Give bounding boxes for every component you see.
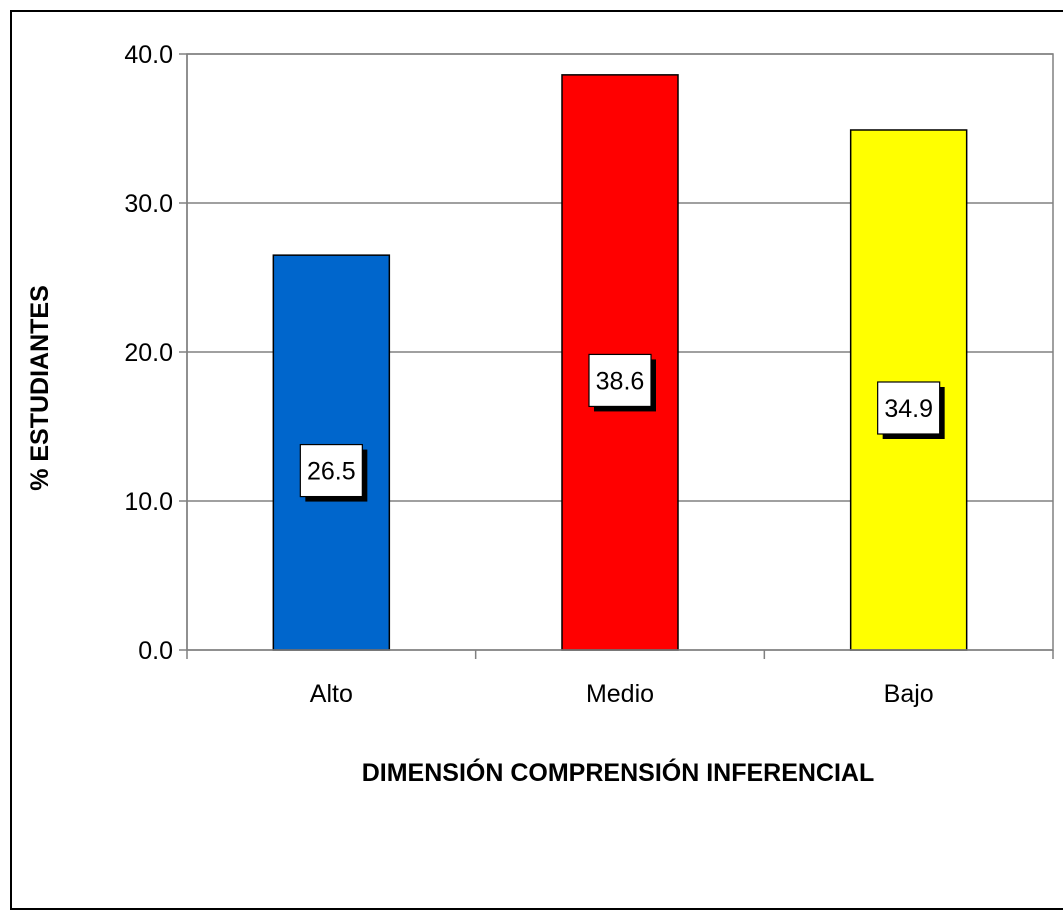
y-tick-label: 20.0 [124,339,173,367]
data-label-box [877,381,941,435]
bar-chart: 0.0 10.0 20.0 30.0 40.0 Alto Medio Bajo 26.5 38… [26,41,1054,787]
y-axis-label: % ESTUDIANTES [26,285,54,491]
y-tick-label: 10.0 [124,488,173,516]
y-tick-label: 30.0 [124,190,173,218]
data-label: 34.9 [884,395,933,423]
axes [179,53,1054,659]
x-tick-label: Medio [586,680,654,708]
y-tick-labels: 0.0 10.0 20.0 30.0 40.0 [124,41,173,665]
x-tick-label: Alto [310,680,353,708]
x-tick-label: Bajo [884,680,934,708]
y-tick-label: 40.0 [124,41,173,69]
x-axis-label: DIMENSIÓN COMPRENSIÓN INFERENCIAL [362,757,875,787]
data-labels: 26.5 38.6 34.9 [299,353,945,502]
bars [272,74,968,651]
x-tick-labels: Alto Medio Bajo [310,680,934,708]
data-label: 38.6 [596,367,645,395]
data-label-box [588,353,652,408]
y-tick-label: 0.0 [138,637,173,665]
data-label-box [299,443,363,498]
data-label: 26.5 [307,458,356,486]
